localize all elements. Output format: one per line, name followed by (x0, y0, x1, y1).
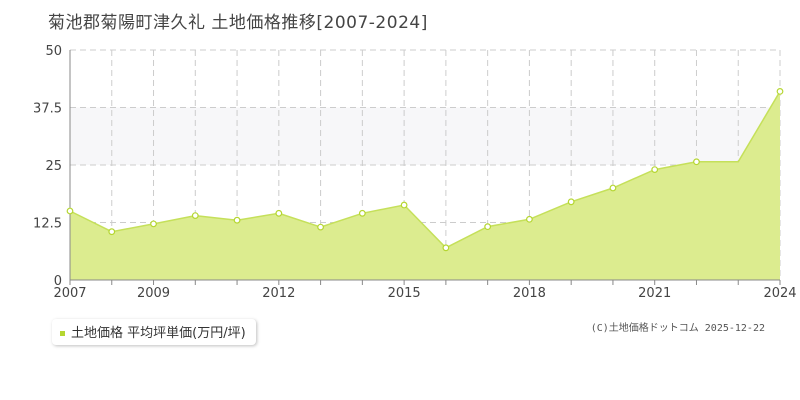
data-point (567, 198, 575, 206)
data-point (442, 244, 450, 252)
y-tick-label: 0 (54, 274, 62, 289)
x-tick-label: 2015 (388, 286, 421, 301)
data-point (609, 184, 617, 192)
data-point (66, 207, 74, 215)
data-point (484, 223, 492, 231)
x-tick-label: 2007 (53, 286, 86, 301)
data-point (651, 166, 659, 174)
data-point (317, 223, 324, 231)
data-point (693, 158, 700, 166)
x-tick-label: 2009 (137, 286, 170, 301)
legend-swatch (60, 331, 65, 336)
data-point (358, 209, 366, 217)
series-area (70, 91, 780, 281)
y-tick-label: 25 (45, 159, 62, 174)
x-tick-label: 2018 (513, 286, 546, 301)
legend-label: 土地価格 平均坪単価(万円/坪) (71, 326, 246, 341)
copyright-text: (C)土地価格ドットコム 2025-12-22 (590, 323, 765, 334)
x-tick-label: 2021 (638, 286, 671, 301)
data-point (108, 228, 116, 236)
data-point (150, 220, 157, 228)
data-point (275, 209, 283, 217)
data-point (526, 215, 533, 223)
data-point (400, 201, 408, 209)
data-point (233, 216, 241, 224)
chart-title: 菊池郡菊陽町津久礼 土地価格推移[2007-2024] (48, 13, 428, 33)
data-point (776, 87, 784, 95)
legend[interactable]: 土地価格 平均坪単価(万円/坪) (52, 319, 256, 345)
data-point (191, 212, 199, 220)
x-tick-label: 2012 (262, 286, 295, 301)
highlight-band (70, 107, 780, 165)
y-tick-label: 50 (45, 44, 62, 59)
x-tick-label: 2024 (763, 286, 796, 301)
series-line (69, 91, 781, 249)
y-tick-label: 12.5 (33, 217, 62, 232)
y-tick-label: 37.5 (33, 102, 62, 117)
